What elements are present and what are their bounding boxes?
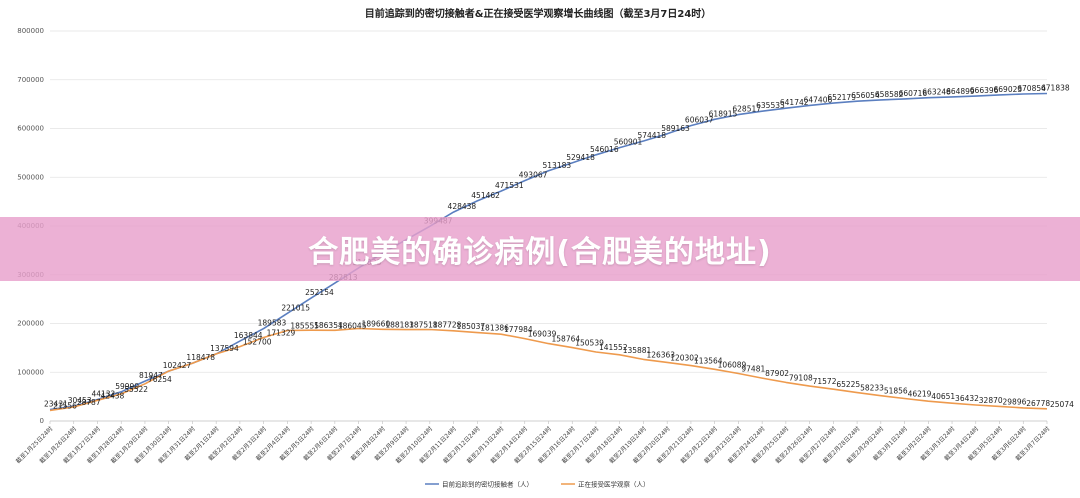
data-label: 493067 [519,171,548,180]
y-tick-label: 0 [40,417,44,425]
data-label: 628517 [732,105,761,114]
data-label: 163844 [234,331,263,340]
data-label: 55522 [124,385,148,394]
data-label: 120302 [670,353,699,362]
data-label: 663248 [922,88,951,97]
data-label: 187518 [409,321,438,330]
data-label: 641742 [780,98,809,107]
data-label: 181386 [480,324,509,333]
data-label: 618915 [709,109,738,118]
data-label: 150539 [575,339,604,348]
data-label: 513183 [543,161,572,170]
data-label: 669023 [994,85,1023,94]
data-label: 185555 [290,322,319,331]
y-tick-label: 800000 [17,27,44,35]
data-label: 664899 [946,87,975,96]
data-label: 102427 [163,361,192,370]
data-label: 152700 [243,338,272,347]
data-label: 471531 [495,181,524,190]
data-label: 546016 [590,145,619,154]
data-label: 252154 [305,288,334,297]
legend-label-series-2: 正在接受医学观察（人） [578,480,650,489]
data-label: 29896 [1003,397,1027,406]
data-label: 670854 [1017,84,1046,93]
banner-title: 合肥美的确诊病例(合肥美的地址) [308,235,772,270]
data-label: 59990 [115,382,139,391]
data-label: 126363 [646,350,675,359]
y-tick-label: 700000 [17,76,44,84]
data-label: 36432 [955,394,979,403]
data-label: 652179 [827,93,856,102]
data-label: 44132 [91,389,115,398]
data-label: 589163 [661,124,690,133]
data-label: 106089 [718,360,747,369]
data-label: 188183 [385,320,414,329]
data-label: 221015 [281,303,310,312]
data-label: 113564 [694,357,723,366]
data-label: 28787 [77,398,101,407]
data-label: 451462 [471,191,500,200]
data-label: 666396 [970,86,999,95]
data-label: 135881 [623,346,652,355]
x-axis: 截至1月25日24时截至1月26日24时截至1月27日24时截至1月28日24时… [14,421,1051,465]
data-label: 118478 [186,353,215,362]
data-label: 171329 [267,328,296,337]
data-label: 529418 [566,153,595,162]
data-label: 21556 [53,401,77,410]
series-line-2 [49,327,1048,412]
data-label: 560901 [614,138,643,147]
data-label: 647406 [804,95,833,104]
data-label: 30453 [68,396,92,405]
data-label: 42438 [100,391,124,400]
data-label: 32870 [979,396,1003,405]
data-label: 25074 [1050,400,1074,409]
data-label: 87902 [765,369,789,378]
data-label: 177984 [504,325,533,334]
chart-legend: 目前追踪到的密切接触者（人） 正在接受医学观察（人） [425,480,650,489]
data-label: 169039 [528,330,557,339]
data-label: 23431 [44,400,68,409]
data-label: 79108 [789,373,813,382]
series-lines [49,92,1048,412]
y-tick-label: 600000 [17,125,44,133]
data-label: 189660 [362,320,391,329]
data-label: 137594 [210,344,239,353]
data-label: 185037 [457,322,486,331]
data-label: 574418 [637,131,666,140]
data-label: 46219 [908,389,932,398]
chart-title: 目前追踪到的密切接触者&正在接受医学观察增长曲线图（截至3月7日24时） [365,7,712,20]
y-tick-label: 100000 [17,368,44,376]
data-label: 428438 [448,202,477,211]
data-label: 189583 [258,319,287,328]
legend-label-series-1: 目前追踪到的密切接触者（人） [442,480,533,489]
data-labels: 23431 30453441325999081947102427118478137… [44,83,1074,410]
data-label: 656054 [851,91,880,100]
data-label: 187728 [433,320,462,329]
data-label: 81947 [139,371,163,380]
data-label: 660716 [899,89,928,98]
data-label: 158764 [552,335,581,344]
data-label: 186045 [338,321,367,330]
data-label: 71572 [813,377,837,386]
data-label: 65225 [836,380,860,389]
data-label: 97481 [741,364,765,373]
y-tick-label: 200000 [17,320,44,328]
data-label: 51856 [884,387,908,396]
data-label: 658582 [875,90,904,99]
data-label: 40651 [931,392,955,401]
title-banner: 合肥美的确诊病例(合肥美的地址) [0,217,1080,281]
data-label: 141552 [599,343,628,352]
data-label: 58233 [860,384,884,393]
data-label: 606037 [685,116,714,125]
y-tick-label: 500000 [17,173,44,181]
data-label: 186354 [314,321,343,330]
data-label: 635533 [756,101,785,110]
data-label: 76254 [148,375,172,384]
data-label: 26778 [1026,399,1050,408]
data-label: 671838 [1041,83,1070,92]
